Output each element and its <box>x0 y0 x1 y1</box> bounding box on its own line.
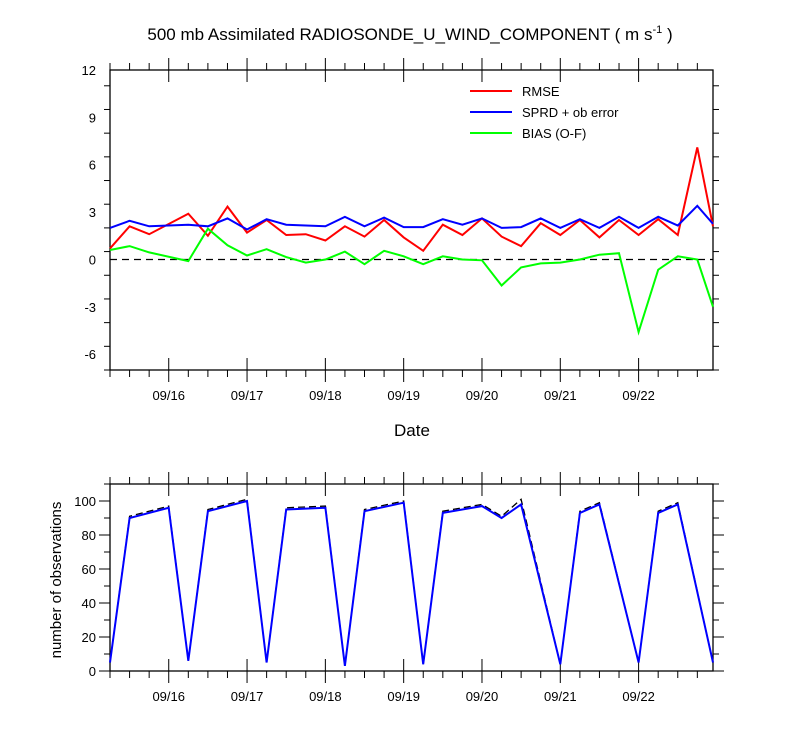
series-line-rmse <box>109 147 714 253</box>
x-tick-label: 09/19 <box>387 689 420 704</box>
x-tick-label: 09/16 <box>152 388 185 403</box>
y-tick-label: 20 <box>82 630 96 645</box>
x-tick-label: 09/17 <box>231 689 264 704</box>
y-tick-label: 9 <box>89 110 96 125</box>
bottom-chart-panel: 0 20 40 60 80 100 09/16 09/17 09/18 09/19 09/20 09/… <box>74 472 724 704</box>
x-tick-label: 09/20 <box>466 689 499 704</box>
x-axis-title: Date <box>394 421 430 440</box>
chart-title-text: 500 mb Assimilated RADIOSONDE_U_WIND_COM… <box>147 25 652 44</box>
series-line-bias-o-f <box>109 227 714 336</box>
chart-title: 500 mb Assimilated RADIOSONDE_U_WIND_COM… <box>147 24 672 44</box>
legend-label: BIAS (O-F) <box>522 126 586 141</box>
y-tick-label: -6 <box>84 347 96 362</box>
x-tick-label: 09/17 <box>231 388 264 403</box>
x-tick-label: 09/16 <box>152 689 185 704</box>
y-tick-label: 0 <box>89 252 96 267</box>
x-tick-label: 09/22 <box>622 388 655 403</box>
x-tick-label: 09/21 <box>544 689 577 704</box>
y-tick-label: 6 <box>89 158 96 173</box>
x-tick-label: 09/18 <box>309 689 342 704</box>
y-tick-label: 40 <box>82 596 96 611</box>
x-tick-label: 09/22 <box>622 689 655 704</box>
legend-label: SPRD + ob error <box>522 105 619 120</box>
series-line-possible <box>109 498 714 666</box>
series-line-used <box>109 499 714 667</box>
y-tick-label: 60 <box>82 562 96 577</box>
y-tick-label: -3 <box>84 300 96 315</box>
x-tick-label: 09/18 <box>309 388 342 403</box>
chart-title-superscript: -1 <box>652 24 662 36</box>
y-tick-label: 3 <box>89 205 96 220</box>
x-tick-label: 09/21 <box>544 388 577 403</box>
x-tick-label: 09/19 <box>387 388 420 403</box>
x-tick-label: 09/20 <box>466 388 499 403</box>
y-axis-title-observations: number of observations <box>48 502 65 659</box>
y-tick-label: 12 <box>82 63 96 78</box>
legend-label: RMSE <box>522 84 560 99</box>
chart-title-suffix: ) <box>662 25 672 44</box>
y-tick-label: 80 <box>82 528 96 543</box>
series-line-sprd-ob-error <box>109 204 714 231</box>
y-tick-label: 0 <box>89 664 96 679</box>
plot-frame <box>109 483 714 672</box>
top-chart-panel: -6 -3 0 3 6 9 12 09/16 09/17 09/18 09/19 09/20 09/21… <box>82 58 719 403</box>
plot-frame <box>109 69 714 371</box>
y-tick-label: 100 <box>74 494 96 509</box>
